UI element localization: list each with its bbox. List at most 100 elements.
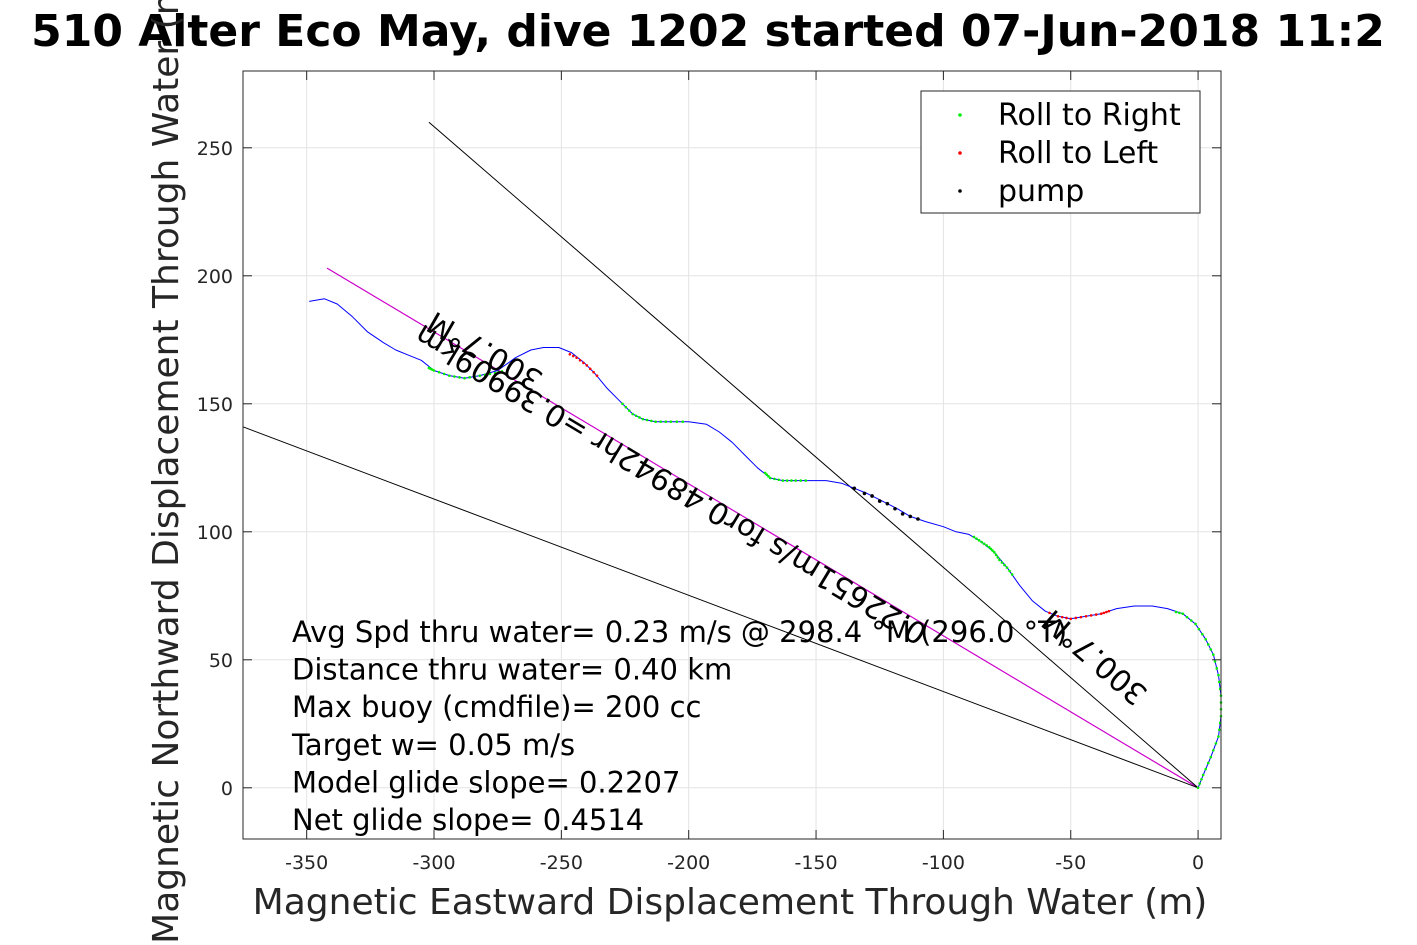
- roll-right-point: [432, 369, 436, 372]
- y-tick-label: 150: [197, 394, 233, 416]
- roll-right-point: [991, 549, 994, 552]
- roll-right-point: [1212, 748, 1215, 752]
- plot-area-border: [242, 70, 1222, 840]
- roll-right-point: [1003, 563, 1006, 567]
- pump-point: [916, 517, 920, 521]
- pump-point: [885, 501, 890, 506]
- reference-line-heading: [326, 267, 1199, 789]
- legend-box: [920, 90, 1201, 214]
- reference-line-bound-upper: [428, 121, 1199, 789]
- roll-right-point: [458, 376, 461, 379]
- roll-right-point: [1185, 615, 1189, 619]
- roll-left-point: [595, 374, 599, 377]
- roll-left-point: [575, 356, 578, 360]
- roll-right-point: [634, 414, 638, 418]
- stats-line: Net glide slope= 0.4514: [292, 803, 644, 837]
- roll-right-point: [478, 374, 482, 377]
- roll-right-point: [996, 556, 1000, 559]
- roll-right-point: [654, 420, 657, 424]
- roll-right-point: [664, 420, 668, 424]
- roll-right-point: [1204, 638, 1208, 641]
- roll-right-point: [1178, 611, 1181, 615]
- roll-right-point: [497, 370, 500, 374]
- roll-left-point: [1060, 615, 1064, 619]
- roll-right-point: [659, 420, 662, 424]
- x-tick-label: 0: [1192, 852, 1204, 874]
- roll-right-point: [1217, 735, 1220, 738]
- roll-left-point: [1099, 612, 1103, 616]
- x-tick-label: -250: [540, 852, 583, 874]
- roll-right-point: [1000, 561, 1004, 564]
- roll-right-point: [1201, 632, 1204, 636]
- roll-right-point: [1218, 728, 1221, 732]
- roll-right-point: [985, 544, 988, 547]
- roll-left-point: [1105, 610, 1108, 614]
- y-tick-label: 0: [221, 778, 233, 800]
- x-tick-label: -100: [922, 852, 965, 874]
- roll-right-point: [1206, 643, 1210, 646]
- roll-right-point: [1005, 566, 1009, 569]
- roll-left-point: [1065, 616, 1068, 620]
- pump-point: [877, 499, 882, 503]
- roll-right-point: [1209, 755, 1213, 759]
- pump-point: [862, 491, 867, 496]
- roll-right-point: [500, 370, 504, 373]
- reference-lines: [242, 121, 1199, 789]
- roll-right-point: [972, 535, 976, 539]
- pump-point: [870, 494, 874, 498]
- roll-right-point: [1198, 782, 1202, 785]
- roll-right-point: [1204, 767, 1208, 771]
- x-tick-label: -350: [285, 852, 328, 874]
- pump-point: [900, 512, 905, 516]
- roll-right-point: [627, 409, 631, 412]
- roll-right-point: [1218, 680, 1221, 684]
- y-tick-label: 50: [209, 650, 233, 672]
- track-annotation: 0.22651m/s for0.48942hr =0.39909km: [409, 317, 933, 651]
- roll-right-point: [1217, 673, 1220, 677]
- roll-left-point: [1056, 614, 1060, 618]
- roll-right-point: [681, 420, 685, 424]
- roll-left-point: [571, 354, 575, 358]
- roll-right-point: [1181, 612, 1185, 616]
- roll-left-point: [588, 367, 592, 371]
- roll-right-point: [463, 376, 466, 380]
- roll-right-point: [645, 418, 649, 422]
- roll-left-point: [585, 364, 589, 367]
- roll-right-point: [1200, 777, 1203, 781]
- markers-layer: [427, 353, 1223, 790]
- legend-marker-pump: [958, 189, 962, 193]
- roll-right-point: [453, 375, 456, 378]
- roll-right-point: [767, 475, 770, 478]
- roll-left-point: [1069, 617, 1073, 621]
- pump-point: [908, 514, 913, 519]
- roll-right-point: [785, 479, 789, 482]
- roll-right-point: [1215, 667, 1219, 670]
- stats-line: Target w= 0.05 m/s: [291, 728, 575, 762]
- roll-right-point: [1206, 761, 1210, 765]
- roll-right-point: [669, 420, 673, 424]
- roll-right-point: [773, 477, 776, 481]
- roll-right-point: [989, 547, 993, 551]
- roll-right-point: [493, 371, 497, 375]
- roll-right-point: [993, 550, 996, 554]
- roll-right-point: [447, 374, 451, 377]
- roll-right-point: [437, 370, 441, 374]
- roll-right-point: [975, 537, 978, 540]
- x-tick-label: -150: [794, 852, 837, 874]
- x-ticks: -350 -300 -250 -200 -150 -100 -50 0: [285, 71, 1204, 874]
- pump-point: [852, 486, 857, 491]
- legend-marker-roll-right: [958, 113, 962, 117]
- roll-right-point: [1214, 742, 1218, 745]
- roll-left-point: [568, 353, 572, 356]
- roll-right-point: [442, 372, 446, 376]
- roll-left-point: [1107, 609, 1111, 613]
- x-tick-label: -300: [412, 852, 455, 874]
- roll-left-point: [1089, 614, 1093, 617]
- roll-left-point: [1074, 616, 1078, 620]
- roll-right-point: [790, 479, 793, 482]
- roll-right-point: [468, 376, 471, 379]
- pump-point: [893, 506, 897, 511]
- roll-right-point: [650, 419, 653, 423]
- roll-right-point: [1189, 619, 1193, 622]
